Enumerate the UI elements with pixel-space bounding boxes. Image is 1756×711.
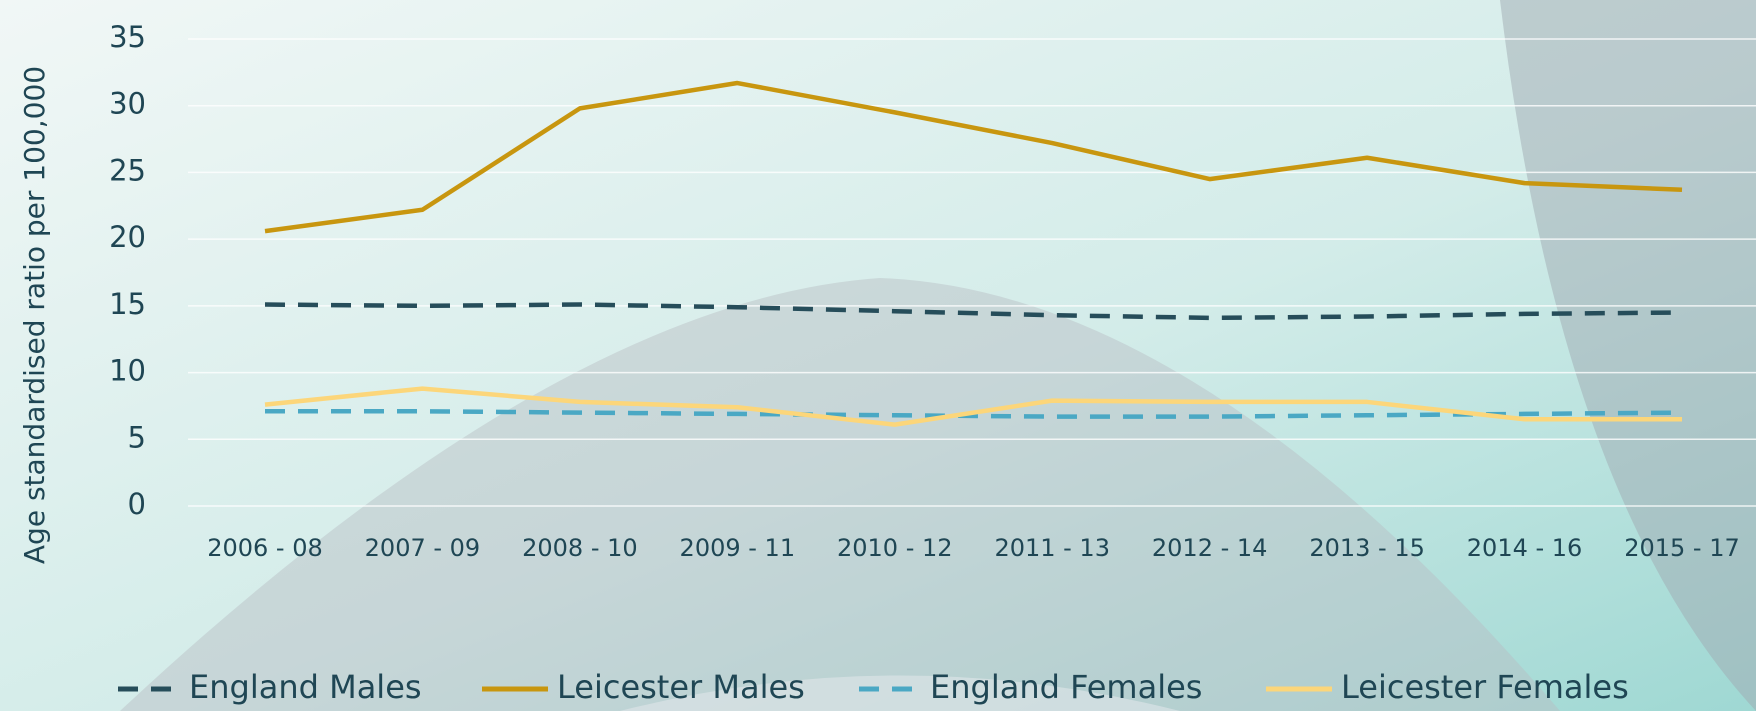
decor-shape (1500, 0, 1756, 711)
y-tick-label: 35 (109, 20, 146, 54)
legend-label: England Males (189, 668, 422, 706)
y-tick-label: 30 (109, 87, 146, 121)
decor-shape (120, 278, 1560, 711)
legend-label: Leicester Females (1341, 668, 1629, 706)
series-line (264, 386, 1682, 427)
y-tick-label: 0 (128, 487, 146, 521)
y-tick-label: 10 (109, 354, 146, 388)
legend-label: England Females (930, 668, 1202, 706)
series-line (264, 80, 1683, 234)
legend-label: Leicester Males (557, 668, 805, 706)
x-tick-label: 2006 - 08 (207, 534, 323, 562)
x-tick-label: 2015 - 17 (1624, 534, 1740, 562)
x-tick-label: 2014 - 16 (1467, 534, 1583, 562)
series-line (264, 302, 1683, 321)
y-tick-label: 20 (109, 220, 146, 254)
x-tick-label: 2013 - 15 (1309, 534, 1425, 562)
x-tick-label: 2012 - 14 (1152, 534, 1268, 562)
y-tick-label: 25 (109, 153, 146, 187)
y-tick-label: 5 (128, 420, 146, 454)
y-axis-title: Age standardised ratio per 100,000 (18, 66, 51, 564)
y-tick-label: 15 (109, 287, 146, 321)
series-line (265, 409, 1683, 419)
x-tick-label: 2008 - 10 (522, 534, 638, 562)
x-tick-label: 2010 - 12 (837, 534, 953, 562)
x-tick-label: 2009 - 11 (680, 534, 796, 562)
x-tick-label: 2011 - 13 (994, 534, 1110, 562)
x-tick-label: 2007 - 09 (365, 534, 481, 562)
decor-shape (620, 675, 1180, 711)
